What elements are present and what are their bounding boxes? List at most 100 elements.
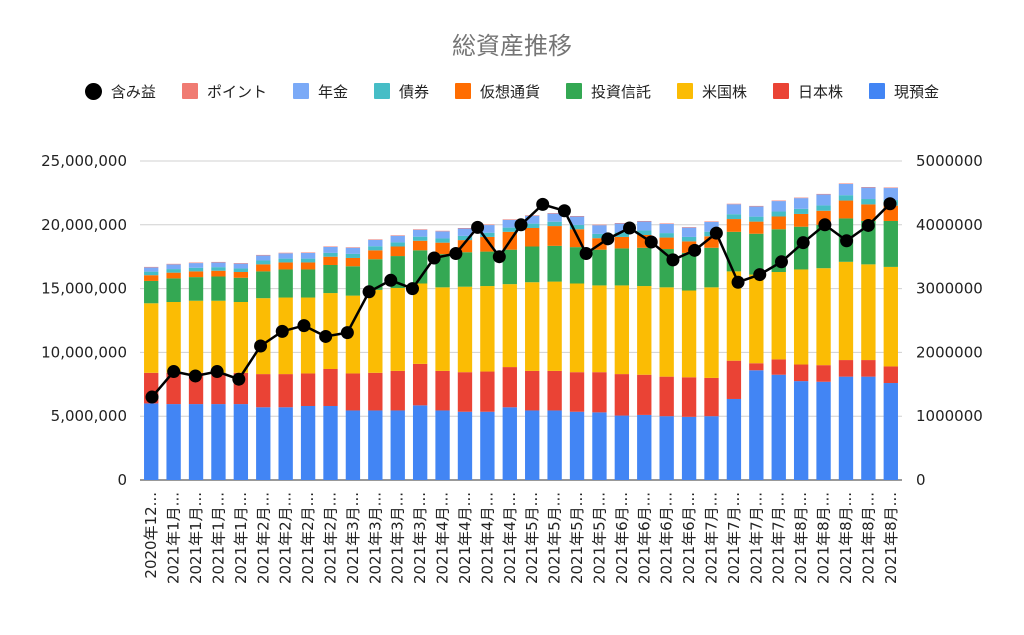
bar-segment <box>233 263 249 269</box>
legend-label: 年金 <box>317 82 348 101</box>
bar-segment <box>211 262 226 268</box>
bar-segment <box>256 407 271 480</box>
bar-segment <box>525 246 540 283</box>
bar-segment <box>435 287 450 371</box>
line-point <box>796 236 810 250</box>
bar-segment <box>256 298 271 375</box>
bar-segment <box>323 293 338 369</box>
bar-segment <box>861 264 876 361</box>
legend-swatch <box>454 83 471 99</box>
x-tick-label: 2021年4月... <box>501 492 519 584</box>
bar-segment <box>659 223 674 224</box>
bar-segment <box>323 247 338 253</box>
bar-segment <box>166 269 181 273</box>
bar-segment <box>637 247 652 287</box>
bar-segment <box>233 272 249 278</box>
bar-segment <box>144 280 159 304</box>
bar-segment <box>793 364 809 382</box>
bar-segment <box>704 416 719 480</box>
line-point <box>666 253 680 267</box>
bar-segment <box>816 194 831 206</box>
bar-segment <box>614 223 630 224</box>
x-tick-label: 2021年6月... <box>680 492 698 584</box>
bar-segment <box>435 230 450 232</box>
line-point <box>319 329 333 343</box>
bar-segment <box>749 274 764 364</box>
bar-segment <box>390 246 405 257</box>
line-point <box>840 234 854 248</box>
line-point <box>362 285 376 299</box>
bar-segment <box>502 284 517 368</box>
bar-segment <box>166 404 181 480</box>
bar-segment <box>502 249 517 285</box>
bar-segment <box>861 220 876 265</box>
bar-segment <box>323 368 338 406</box>
line-point <box>709 226 723 240</box>
bar-segment <box>256 374 271 408</box>
bar-segment <box>816 224 831 269</box>
bar-segment <box>480 224 495 226</box>
legend-label: 米国株 <box>702 82 748 101</box>
bar-segment <box>457 372 473 412</box>
x-tick-label: 2021年5月... <box>546 492 564 584</box>
bar-segment <box>749 233 764 275</box>
x-tick-label: 2021年5月... <box>590 492 608 584</box>
bar-segment <box>166 372 181 405</box>
bar-segment <box>435 254 450 288</box>
bar-segment <box>838 183 854 196</box>
legend-swatch <box>292 83 309 99</box>
bar-segment <box>659 237 674 250</box>
bar-segment <box>816 268 831 366</box>
bar-segment <box>368 239 383 240</box>
bar-segment <box>726 360 742 399</box>
bar-segment <box>435 231 450 239</box>
bar-segment <box>681 416 697 480</box>
y-right-tick-label: 2000000 <box>916 343 983 361</box>
bar-segment <box>861 360 876 377</box>
bar-segment <box>861 199 876 205</box>
legend-label: 日本株 <box>798 82 844 101</box>
x-tick-label: 2021年4月... <box>478 492 496 584</box>
bar-segment <box>412 405 428 480</box>
bar-segment <box>592 224 607 226</box>
bar-segment <box>547 281 562 371</box>
x-tick-label: 2021年6月... <box>635 492 653 584</box>
bar-segment <box>547 213 562 214</box>
x-tick-label: 2021年6月... <box>613 492 631 584</box>
bar-segment <box>390 235 405 243</box>
x-tick-label: 2021年6月... <box>658 492 676 584</box>
bar-segment <box>368 250 383 260</box>
line-point <box>297 319 311 333</box>
y-right-tick-label: 3000000 <box>916 280 983 298</box>
bar-segment <box>188 300 204 373</box>
bar-segment <box>816 205 831 211</box>
x-tick-label: 2021年3月... <box>389 492 407 584</box>
bar-segment <box>749 370 764 480</box>
bar-segment <box>547 370 562 411</box>
line-point <box>275 324 289 338</box>
y-left-tick-label: 15,000,000 <box>41 280 127 298</box>
bar-segment <box>569 283 585 373</box>
bar-segment <box>569 411 585 480</box>
bar-segment <box>704 236 719 248</box>
bar-segment <box>883 366 898 384</box>
bar-segment <box>726 231 742 272</box>
bar-segment <box>211 300 226 373</box>
bar-segment <box>592 412 607 480</box>
line-point <box>210 365 224 379</box>
bar-segment <box>883 383 898 480</box>
line-point <box>188 369 202 383</box>
bar-segment <box>300 269 316 298</box>
line-point <box>601 232 615 246</box>
bar-segment <box>457 228 473 236</box>
legend-item: 米国株 <box>677 80 747 102</box>
x-tick-label: 2020年12... <box>142 492 160 579</box>
line-point <box>579 247 593 261</box>
bar-segment <box>323 264 338 294</box>
bar-segment <box>144 271 159 276</box>
bar-segment <box>256 254 271 256</box>
bar-segment <box>480 236 495 252</box>
bar-segment <box>637 230 652 236</box>
legend-item: 債券 <box>373 80 429 102</box>
line-point <box>644 235 658 249</box>
